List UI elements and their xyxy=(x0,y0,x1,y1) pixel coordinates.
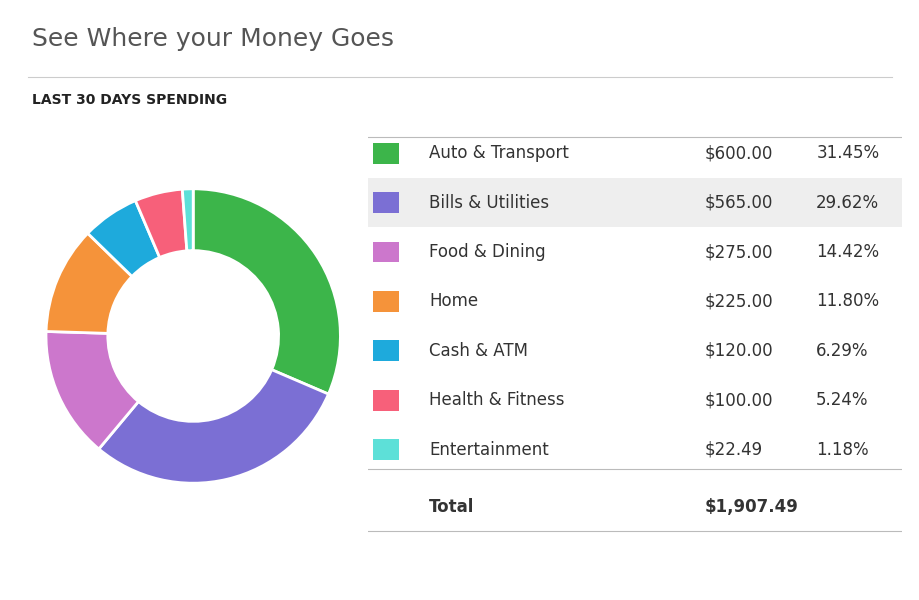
Text: Total: Total xyxy=(429,497,474,515)
Text: Health & Fitness: Health & Fitness xyxy=(429,391,564,409)
Wedge shape xyxy=(46,331,139,449)
Text: 31.45%: 31.45% xyxy=(815,145,879,163)
Text: $225.00: $225.00 xyxy=(703,292,772,310)
Wedge shape xyxy=(98,370,328,483)
Bar xyxy=(373,439,399,460)
Text: $275.00: $275.00 xyxy=(703,243,772,261)
Bar xyxy=(373,242,399,262)
Text: $22.49: $22.49 xyxy=(703,440,762,458)
Text: $120.00: $120.00 xyxy=(703,342,772,360)
Bar xyxy=(373,143,399,164)
Text: Home: Home xyxy=(429,292,478,310)
Wedge shape xyxy=(182,189,193,251)
Wedge shape xyxy=(46,233,132,334)
Text: Cash & ATM: Cash & ATM xyxy=(429,342,528,360)
Text: $600.00: $600.00 xyxy=(703,145,772,163)
Bar xyxy=(373,340,399,361)
Wedge shape xyxy=(193,189,340,394)
Text: 11.80%: 11.80% xyxy=(815,292,879,310)
Text: $565.00: $565.00 xyxy=(703,194,772,212)
Wedge shape xyxy=(87,200,160,277)
Text: See Where your Money Goes: See Where your Money Goes xyxy=(32,27,393,51)
Text: $100.00: $100.00 xyxy=(703,391,772,409)
Text: Entertainment: Entertainment xyxy=(429,440,549,458)
Text: Bills & Utilities: Bills & Utilities xyxy=(429,194,549,212)
Bar xyxy=(373,291,399,312)
Wedge shape xyxy=(135,189,187,257)
Text: 14.42%: 14.42% xyxy=(815,243,879,261)
Text: 6.29%: 6.29% xyxy=(815,342,868,360)
Text: LAST 30 DAYS SPENDING: LAST 30 DAYS SPENDING xyxy=(32,93,227,107)
Text: $1,907.49: $1,907.49 xyxy=(703,497,797,515)
Text: 5.24%: 5.24% xyxy=(815,391,868,409)
Text: Auto & Transport: Auto & Transport xyxy=(429,145,569,163)
Bar xyxy=(373,390,399,410)
Text: 29.62%: 29.62% xyxy=(815,194,879,212)
Bar xyxy=(373,193,399,213)
Text: Food & Dining: Food & Dining xyxy=(429,243,545,261)
FancyBboxPatch shape xyxy=(368,178,901,227)
Text: 1.18%: 1.18% xyxy=(815,440,868,458)
